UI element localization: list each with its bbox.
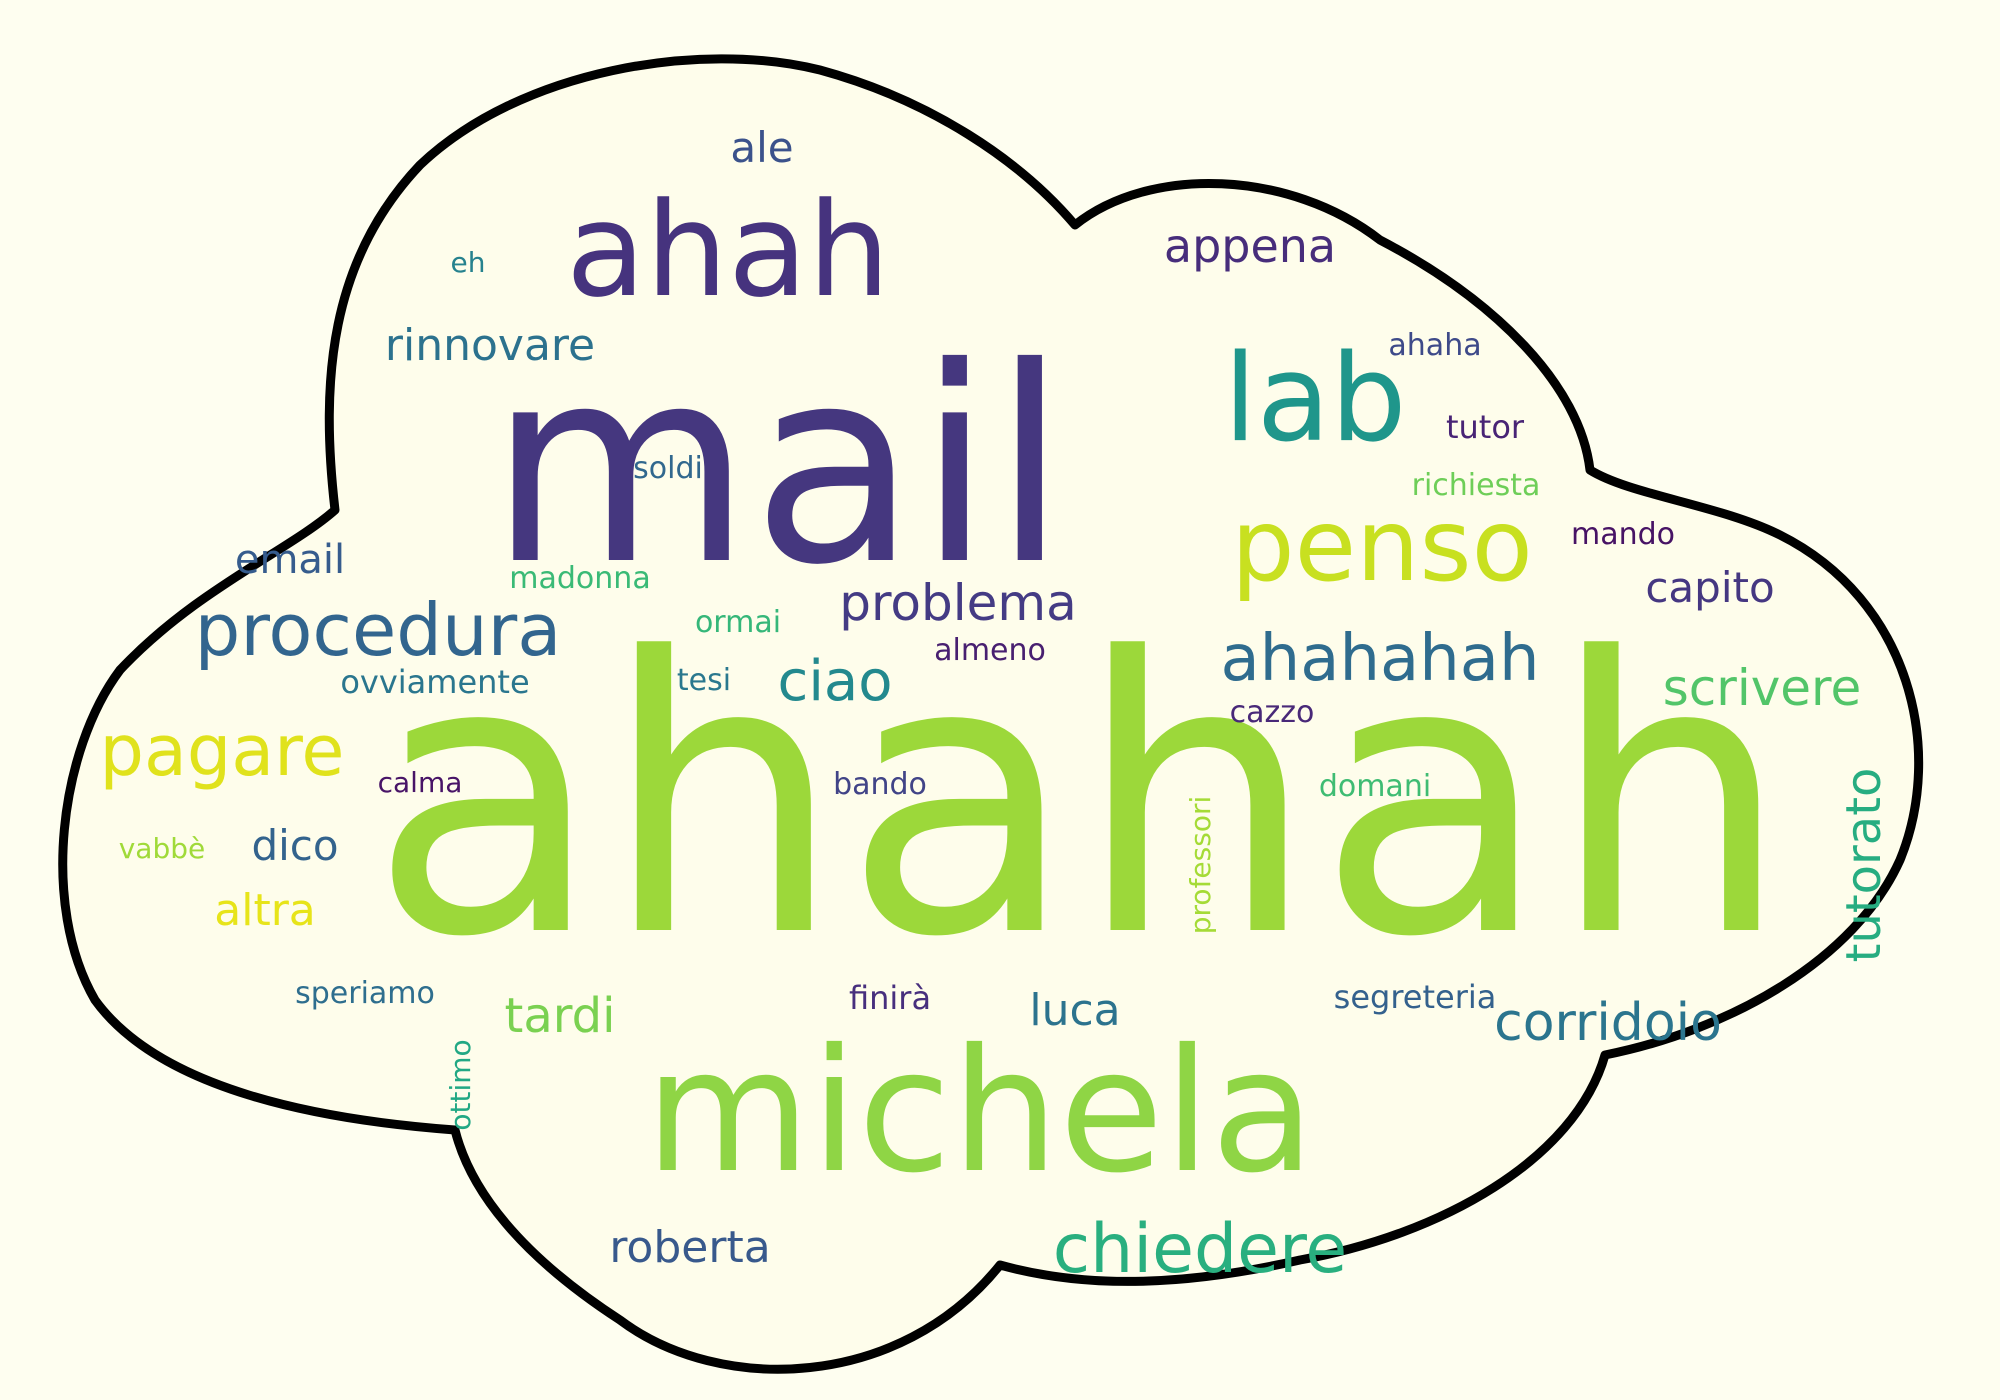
word-altra: altra [214,885,316,936]
word-problema: problema [839,574,1077,632]
word-ahahahah: ahahahah [1220,622,1539,696]
word-michela: michela [645,1013,1315,1211]
word-ovviamente: ovviamente [340,663,529,701]
word-appena: appena [1164,219,1336,273]
word-email: email [235,537,345,583]
word-tardi: tardi [505,988,616,1044]
word-cazzo: cazzo [1230,695,1315,730]
cloud-outline [58,54,1924,1374]
word-ahah: ahah [566,174,890,326]
word-corridoio: corridoio [1494,993,1722,1053]
word-professori: professori [1184,796,1217,934]
word-lab: lab [1223,330,1406,469]
word-richiesta: richiesta [1412,468,1541,503]
word-ciao: ciao [778,649,893,714]
word-ahahah: ahahah [369,577,1790,1020]
word-procedura: procedura [195,588,562,672]
word-pagare: pagare [100,710,345,792]
word-tesi: tesi [677,663,731,698]
word-vabb-: vabbè [119,832,206,865]
word-penso: penso [1231,487,1533,604]
word-mando: mando [1571,517,1675,552]
word-ahaha: ahaha [1388,328,1481,363]
word-chiedere: chiedere [1053,1210,1348,1289]
word-dico: dico [251,821,338,870]
word-scrivere: scrivere [1663,659,1862,717]
word-eh: eh [451,246,486,279]
word-bando: bando [833,767,927,802]
word-luca: luca [1029,985,1120,1036]
word-roberta: roberta [609,1222,770,1273]
word-almeno: almeno [934,633,1046,668]
word-ormai: ormai [695,605,781,640]
word-soldi: soldi [633,451,703,486]
word-rinnovare: rinnovare [385,320,595,371]
word-domani: domani [1319,769,1431,804]
word-tutor: tutor [1446,408,1525,446]
word-calma: calma [378,766,463,799]
word-capito: capito [1645,563,1774,612]
word-speriamo: speriamo [295,976,435,1011]
word-mail: mail [489,309,1068,624]
word-ale: ale [730,123,793,172]
word-finir-: finirà [849,979,931,1017]
word-madonna: madonna [509,561,650,596]
word-tutorato: tutorato [1836,768,1892,963]
word-ottimo: ottimo [444,1039,477,1130]
word-segreteria: segreteria [1334,978,1497,1016]
